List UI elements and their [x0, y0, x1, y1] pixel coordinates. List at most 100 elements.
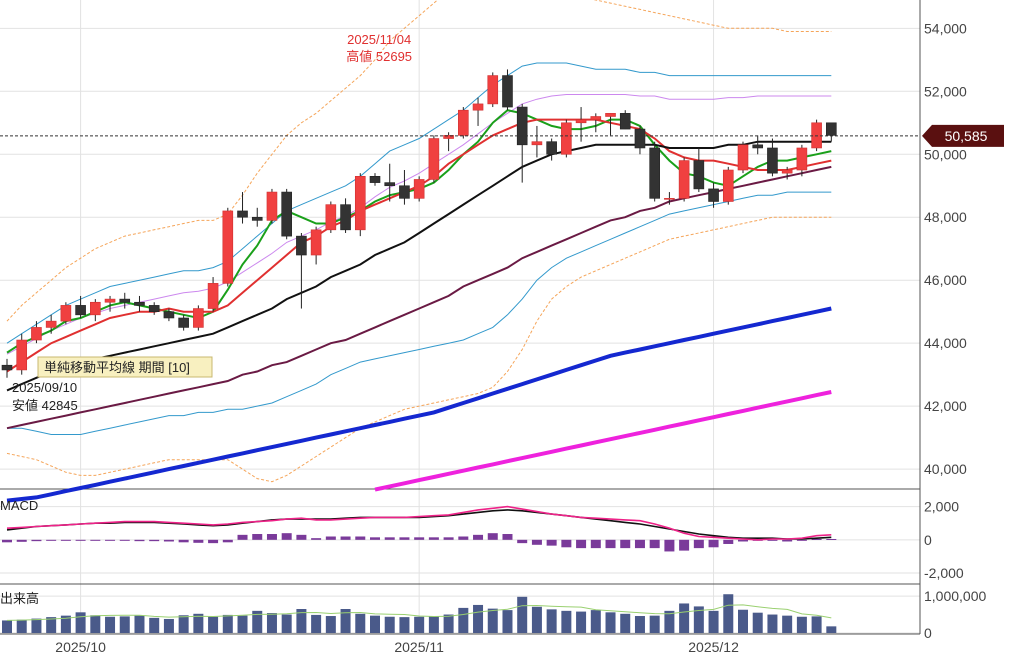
macd-histogram-bar-41	[605, 539, 616, 549]
volume-bar-33	[487, 608, 498, 633]
volume-bar-20	[296, 609, 307, 633]
macd-histogram-bar-55	[811, 538, 822, 540]
volume-bar-36	[531, 606, 542, 633]
candle-body-43	[634, 128, 646, 149]
volume-bar-11	[163, 618, 174, 633]
candle-6	[90, 299, 101, 322]
macd-histogram-bar-26	[384, 537, 395, 540]
candle-10	[148, 302, 160, 315]
candle-14	[207, 277, 219, 312]
volume-bar-24	[355, 613, 366, 633]
volume-bar-52	[767, 614, 778, 633]
current-price-label: 50,585	[945, 128, 988, 144]
current-price-badge: 50,585	[922, 124, 1004, 147]
moving-average-4	[6, 306, 832, 503]
volume-bar-7	[105, 616, 116, 633]
candle-body-18	[266, 191, 278, 221]
bollinger-band-2	[7, 191, 832, 435]
candle-body-0	[1, 364, 13, 371]
volume-bar-43	[634, 616, 645, 633]
macd-histogram-bar-2	[31, 539, 42, 542]
candle-body-4	[60, 305, 72, 322]
candle-52	[767, 138, 778, 177]
macd-histogram-bar-52	[767, 539, 778, 541]
candle-body-20	[296, 235, 307, 256]
price-tick-label-6: 42,000	[924, 398, 967, 414]
candle-21	[310, 226, 322, 265]
candle-body-49	[722, 169, 734, 202]
candle-54	[796, 144, 808, 177]
candle-body-53	[781, 169, 793, 174]
moving-average-3	[6, 165, 832, 430]
macd-histogram-bar-20	[296, 534, 307, 540]
macd-histogram-bar-27	[399, 537, 410, 540]
candle-body-17	[251, 216, 263, 221]
candle-37	[546, 138, 557, 161]
volume-bar-21	[311, 614, 322, 633]
macd-histogram-bar-9	[134, 539, 145, 542]
candle-body-40	[590, 116, 602, 120]
candle-body-56	[826, 122, 837, 136]
volume-bar-55	[811, 616, 822, 633]
candle-body-44	[649, 147, 660, 199]
volume-bar-56	[826, 626, 837, 633]
candle-20	[296, 232, 307, 309]
volume-bar-4	[60, 615, 71, 633]
macd-signal-line	[6, 505, 832, 541]
candle-49	[722, 166, 734, 205]
volume-bar-1	[16, 619, 27, 633]
candle-16	[237, 192, 248, 224]
candle-body-37	[546, 141, 557, 155]
volume-bar-50	[738, 609, 748, 633]
price-tick-label-1: 52,000	[924, 83, 967, 99]
macd-histogram-bar-39	[576, 539, 587, 549]
volume-bar-22	[325, 616, 336, 633]
candle-13	[193, 305, 204, 331]
volume-bar-16	[237, 615, 248, 633]
macd-histogram-bar-12	[178, 539, 189, 543]
candle-body-46	[678, 160, 690, 199]
candle-50	[737, 141, 749, 174]
candle-25	[369, 173, 381, 186]
macd-histogram-bar-35	[517, 539, 528, 544]
candle-body-42	[619, 113, 631, 130]
candle-7	[104, 295, 116, 312]
candle-body-12	[178, 317, 189, 328]
macd-histogram-bar-22	[325, 536, 336, 540]
macd-histogram-bar-8	[119, 539, 130, 541]
macd-tick-label-0: 2,000	[924, 499, 959, 515]
candle-39	[575, 107, 587, 142]
volume-bar-38	[561, 610, 572, 633]
macd-tick-label-2: -2,000	[924, 565, 964, 581]
candle-body-31	[458, 109, 469, 136]
macd-histogram-bar-30	[443, 537, 454, 540]
macd-histogram-bar-37	[546, 539, 557, 546]
bollinger-band-0	[6, 62, 832, 344]
volume-bar-29	[428, 616, 439, 633]
candle-body-29	[428, 138, 440, 180]
candle-body-13	[193, 308, 204, 328]
candle-body-24	[354, 176, 366, 231]
candle-body-36	[531, 141, 543, 146]
candle-11	[163, 308, 175, 322]
candle-27	[399, 170, 410, 205]
volume-bar-14	[208, 616, 219, 633]
candle-56	[826, 122, 837, 142]
volume-bar-25	[370, 615, 380, 633]
macd-histogram-bar-48	[708, 539, 719, 548]
candle-body-34	[502, 75, 513, 108]
volume-bar-12	[178, 615, 189, 633]
candle-body-41	[605, 113, 616, 117]
sma-tooltip: 単純移動平均線 期間 [10]	[37, 356, 213, 378]
candle-47	[693, 147, 705, 193]
sma-tooltip-text: 単純移動平均線 期間 [10]	[44, 360, 190, 375]
volume-bar-32	[473, 604, 484, 633]
volume-bar-54	[796, 616, 807, 633]
macd-histogram-bar-19	[281, 533, 292, 540]
volume-bar-26	[384, 616, 395, 633]
moving-average-5	[374, 390, 832, 492]
volume-average-line	[6, 604, 832, 621]
macd-panel	[2, 505, 837, 552]
volume-bar-13	[193, 613, 204, 633]
